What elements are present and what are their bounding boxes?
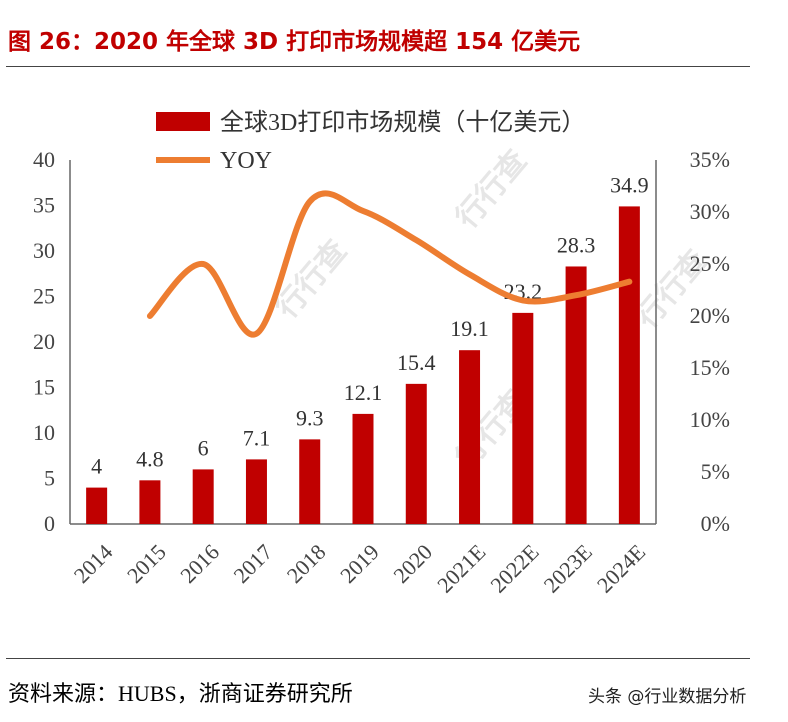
bar-2018 bbox=[299, 439, 321, 524]
y-left-tick-25: 25 bbox=[33, 284, 55, 309]
figure-title: 图 26：2020 年全球 3D 打印市场规模超 154 亿美元 bbox=[8, 29, 581, 55]
x-tick-2023E: 2023E bbox=[539, 539, 597, 597]
y-right-tick-10%: 10% bbox=[690, 407, 730, 432]
legend-bar-label: 全球3D打印市场规模（十亿美元） bbox=[220, 109, 585, 136]
y-right-tick-15%: 15% bbox=[690, 355, 730, 380]
data-label-2019: 12.1 bbox=[344, 380, 383, 405]
bar-2017 bbox=[245, 459, 267, 524]
y-right-tick-0%: 0% bbox=[701, 511, 730, 536]
x-tick-2019: 2019 bbox=[335, 539, 384, 588]
bar-2015 bbox=[139, 480, 161, 524]
yoy-line bbox=[146, 190, 633, 338]
x-tick-2014: 2014 bbox=[69, 539, 118, 588]
data-label-2014: 4 bbox=[91, 454, 102, 479]
y-axis-right-ticks: 0% 5% 10% 15% 20% 25% 30% 35% bbox=[690, 147, 730, 536]
source-note: 资料来源：HUBS，浙商证券研究所 bbox=[8, 676, 353, 708]
source-label: 资料来源： bbox=[8, 681, 119, 706]
bottom-divider bbox=[6, 658, 750, 659]
bar-2020 bbox=[405, 383, 427, 524]
bar-data-labels: 4 4.8 6 7.19.312.115.419.123.228.334.9 bbox=[91, 172, 648, 478]
bar-2023E bbox=[565, 266, 587, 524]
data-label-2015: 4.8 bbox=[136, 446, 164, 471]
y-left-tick-0: 0 bbox=[44, 511, 55, 536]
y-axis-left-ticks: 0 5 10 15 20 25 30 35 40 bbox=[33, 147, 55, 536]
y-left-tick-30: 30 bbox=[33, 238, 55, 263]
y-right-tick-5%: 5% bbox=[701, 459, 730, 484]
x-tick-2020: 2020 bbox=[388, 539, 437, 588]
bar-2021E bbox=[459, 350, 481, 524]
y-right-tick-25%: 25% bbox=[690, 251, 730, 276]
data-label-2024E: 34.9 bbox=[610, 172, 649, 197]
bar-2024E bbox=[618, 206, 640, 524]
y-left-tick-40: 40 bbox=[33, 147, 55, 172]
y-left-tick-15: 15 bbox=[33, 375, 55, 400]
x-tick-2022E: 2022E bbox=[485, 539, 543, 597]
legend: 全球3D打印市场规模（十亿美元） YOY bbox=[156, 109, 585, 174]
data-label-2020: 15.4 bbox=[397, 350, 436, 375]
y-right-tick-35%: 35% bbox=[690, 147, 730, 172]
bar-2022E bbox=[512, 312, 534, 524]
bar-2019 bbox=[352, 413, 374, 524]
bar-2014 bbox=[86, 487, 108, 524]
y-left-tick-5: 5 bbox=[44, 466, 55, 491]
data-label-2017: 7.1 bbox=[243, 425, 271, 450]
bar-2016 bbox=[192, 469, 214, 524]
bar-series bbox=[86, 206, 640, 524]
legend-bar-swatch bbox=[156, 112, 210, 131]
y-right-tick-30%: 30% bbox=[690, 199, 730, 224]
data-label-2023E: 28.3 bbox=[557, 232, 596, 257]
credit: 头条 @行业数据分析 bbox=[588, 687, 747, 707]
x-tick-2021E: 2021E bbox=[432, 539, 490, 597]
x-tick-2015: 2015 bbox=[122, 539, 171, 588]
x-tick-2016: 2016 bbox=[175, 539, 224, 588]
top-divider bbox=[6, 66, 750, 67]
x-axis-ticks: 2014 2015 2016 2017 2018 2019 20202021E2022E20… bbox=[69, 539, 651, 597]
data-label-2018: 9.3 bbox=[296, 405, 324, 430]
data-label-2021E: 19.1 bbox=[450, 316, 489, 341]
y-left-tick-10: 10 bbox=[33, 420, 55, 445]
x-tick-2017: 2017 bbox=[229, 539, 278, 588]
y-left-tick-20: 20 bbox=[33, 329, 55, 354]
x-tick-2024E: 2024E bbox=[592, 539, 650, 597]
y-right-tick-20%: 20% bbox=[690, 303, 730, 328]
x-tick-2018: 2018 bbox=[282, 539, 331, 588]
source-text: HUBS，浙商证券研究所 bbox=[118, 681, 353, 706]
y-left-tick-35: 35 bbox=[33, 193, 55, 218]
data-label-2016: 6 bbox=[198, 435, 209, 460]
watermark: 行行查 bbox=[449, 144, 534, 236]
legend-line-label: YOY bbox=[220, 148, 272, 174]
